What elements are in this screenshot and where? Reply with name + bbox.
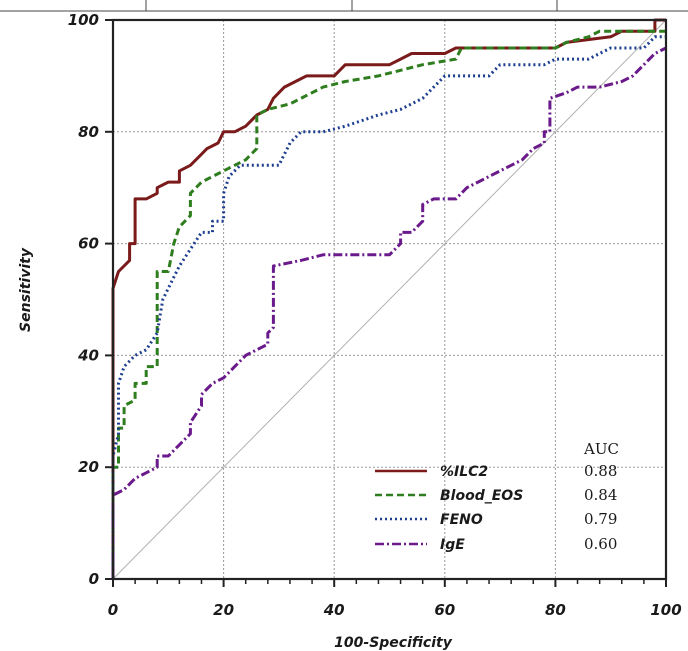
y-tick-label-5: 100 xyxy=(68,11,99,29)
legend-auc-header: AUC xyxy=(583,440,619,458)
y-tick-label-3: 60 xyxy=(78,235,99,253)
y-tick-label-2: 40 xyxy=(77,346,99,364)
legend-label-blood-eos: Blood_EOS xyxy=(440,488,523,504)
x-tick-label-2: 40 xyxy=(323,601,345,619)
x-tick-label-0: 0 xyxy=(108,601,118,619)
legend-auc--ilc2: 0.88 xyxy=(584,462,617,480)
y-axis-label: Sensitivity xyxy=(18,247,34,332)
x-tick-label-3: 60 xyxy=(434,601,455,619)
x-axis-label: 100-Specificity xyxy=(334,635,453,651)
y-tick-label-4: 80 xyxy=(78,123,99,141)
legend: AUC %ILC2 0.88 Blood_EOS 0.84 FENO 0.79 IgE 0.6… xyxy=(375,440,619,553)
legend-label-feno: FENO xyxy=(440,512,483,528)
x-tick-label-4: 80 xyxy=(545,601,566,619)
y-tick-label-1: 20 xyxy=(78,458,99,476)
legend-auc-ige: 0.60 xyxy=(584,535,617,553)
x-tick-label-1: 20 xyxy=(213,601,234,619)
legend-label-ige: IgE xyxy=(440,537,465,553)
y-tick-label-0: 0 xyxy=(89,570,99,588)
legend-auc-blood-eos: 0.84 xyxy=(584,486,617,504)
x-tick-label-5: 100 xyxy=(650,601,681,619)
legend-label--ilc2: %ILC2 xyxy=(440,464,488,480)
legend-auc-feno: 0.79 xyxy=(584,510,617,528)
